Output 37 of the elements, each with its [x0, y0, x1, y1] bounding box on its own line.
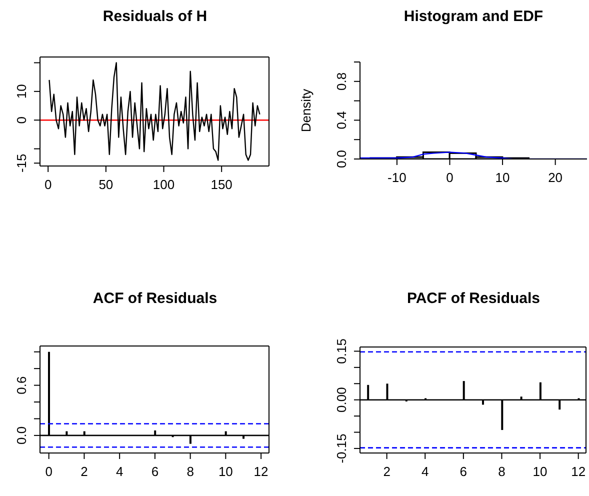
x-tick-label: 0: [44, 177, 52, 192]
y-tick-label: 0: [14, 116, 29, 124]
y-tick-label: 0.15: [334, 338, 349, 364]
x-tick-label: 4: [422, 464, 429, 480]
x-tick-label: 50: [98, 177, 114, 192]
x-tick-label: 10: [532, 464, 548, 480]
y-tick-label: 0.0: [334, 150, 349, 168]
x-tick-label: 2: [80, 464, 88, 480]
y-tick-label: 0.8: [334, 72, 349, 90]
chart-title: PACF of Residuals: [406, 290, 542, 307]
x-tick-label: 10: [495, 170, 510, 186]
x-tick-label: 4: [116, 464, 124, 480]
y-tick-label: 10: [14, 84, 29, 99]
x-tick-label: 8: [498, 464, 506, 480]
y-tick-label: 0.00: [334, 387, 349, 412]
x-tick-label: 12: [571, 464, 586, 480]
x-tick-label: 8: [186, 464, 194, 480]
chart-title: ACF of Residuals: [92, 290, 218, 307]
x-tick-label: 150: [210, 177, 232, 192]
y-tick-label: 0.6: [14, 376, 29, 394]
x-tick-label: 100: [152, 177, 175, 192]
x-tick-label: 20: [548, 170, 563, 186]
y-tick-label: 0.4: [334, 111, 349, 130]
x-tick-label: 0: [45, 464, 52, 480]
chart-title: Histogram and EDF: [402, 8, 544, 25]
x-tick-label: 6: [460, 464, 468, 480]
x-tick-label: 6: [151, 464, 159, 480]
x-tick-label: 0: [446, 170, 454, 186]
chart-title: Residuals of H: [102, 8, 208, 25]
x-tick-label: 12: [254, 464, 268, 480]
x-tick-label: 2: [383, 464, 390, 480]
y-axis-title: Density: [298, 88, 314, 132]
x-tick-label: 10: [218, 464, 233, 480]
y-tick-label: -0.15: [334, 434, 349, 464]
y-tick-label: -15: [14, 154, 29, 173]
x-tick-label: -10: [388, 170, 406, 186]
y-tick-label: 0.0: [14, 426, 29, 444]
